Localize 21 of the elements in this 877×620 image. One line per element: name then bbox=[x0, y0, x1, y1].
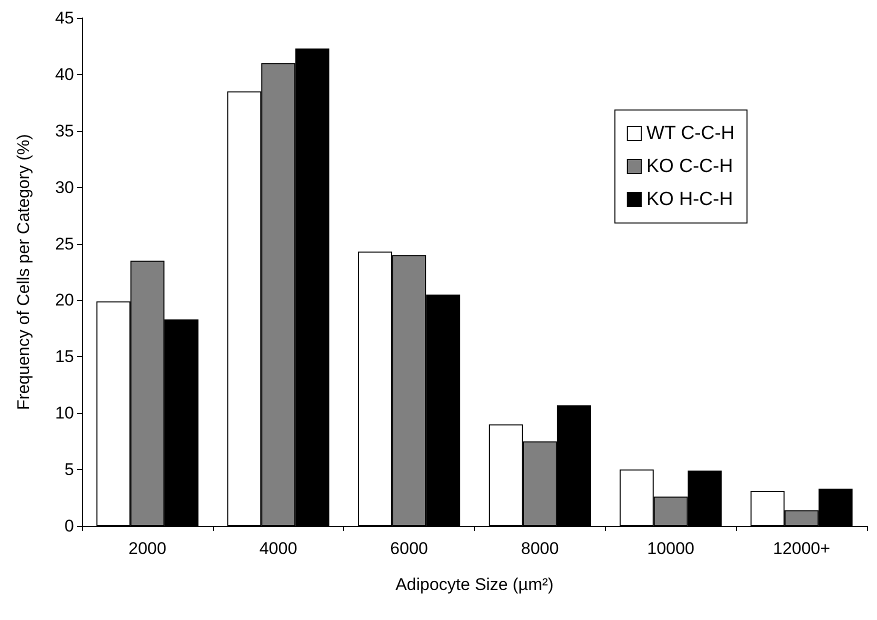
legend-label: WT C-C-H bbox=[646, 123, 735, 144]
x-tick-label: 2000 bbox=[128, 539, 166, 558]
y-tick-label: 0 bbox=[64, 516, 74, 536]
x-tick-label: 10000 bbox=[647, 539, 694, 558]
x-tick-label: 12000+ bbox=[772, 539, 830, 558]
legend-label: KO H-C-H bbox=[646, 189, 733, 210]
x-tick-label: 4000 bbox=[259, 539, 298, 558]
y-tick-label: 10 bbox=[55, 404, 74, 423]
y-axis-title: Frequency of Cells per Category (%) bbox=[14, 134, 33, 410]
y-tick-label: 40 bbox=[55, 64, 74, 84]
y-tick-label: 25 bbox=[55, 234, 74, 254]
y-tick-label: 20 bbox=[55, 290, 74, 310]
x-axis-title: Adipocyte Size (µm²) bbox=[395, 575, 554, 594]
legend-label: KO C-C-H bbox=[646, 156, 733, 177]
y-tick-label: 30 bbox=[55, 178, 74, 197]
y-tick-label: 15 bbox=[55, 347, 74, 366]
y-tick-label: 5 bbox=[64, 460, 74, 480]
x-tick-label: 6000 bbox=[390, 539, 428, 558]
y-tick-label: 45 bbox=[55, 8, 74, 28]
y-tick-label: 35 bbox=[55, 121, 74, 140]
x-tick-label: 8000 bbox=[521, 539, 559, 558]
